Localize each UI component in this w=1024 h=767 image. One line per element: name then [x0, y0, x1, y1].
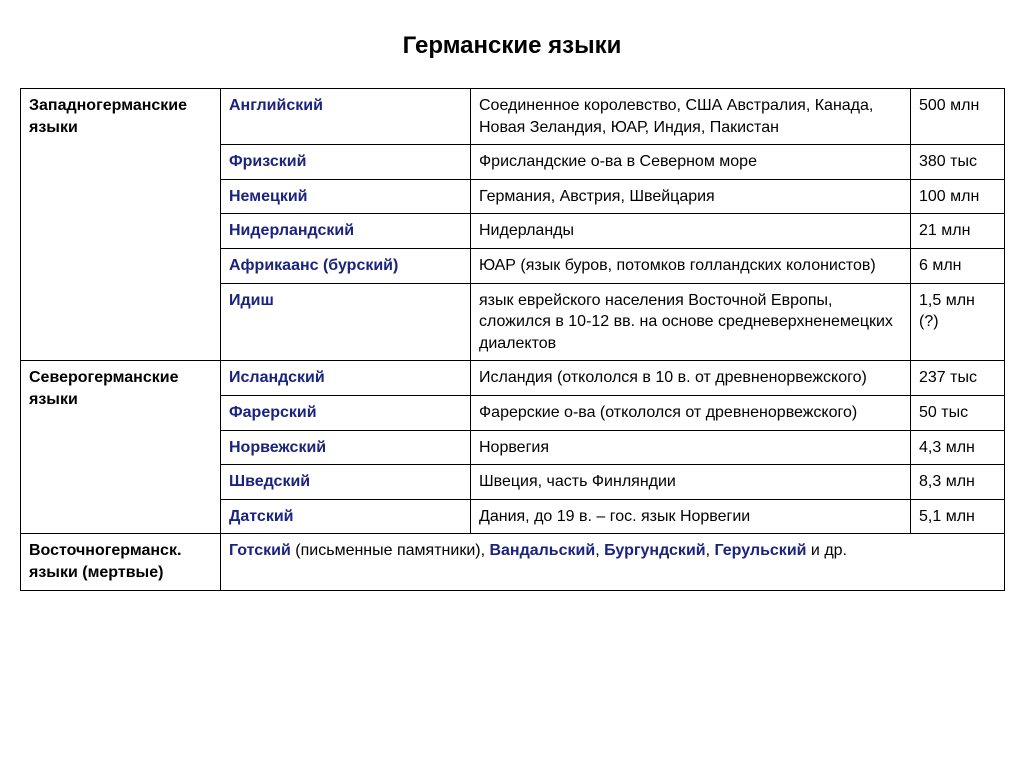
language-desc: Соединенное королевство, США Австралия, … [471, 89, 911, 145]
language-speakers: 500 млн [911, 89, 1005, 145]
language-name: Шведский [221, 465, 471, 500]
language-desc: Фрисландские о-ва в Северном море [471, 145, 911, 180]
language-speakers: 4,3 млн [911, 430, 1005, 465]
language-name: Герульский [715, 542, 807, 559]
language-name: Фарерский [221, 395, 471, 430]
language-name: Африкаанс (бурский) [221, 248, 471, 283]
language-desc: Швеция, часть Финляндии [471, 465, 911, 500]
table-row: Северогерманские языкиИсландскийИсландия… [21, 361, 1005, 396]
language-name: Немецкий [221, 179, 471, 214]
text-fragment: , [595, 542, 604, 559]
language-name: Идиш [221, 283, 471, 361]
language-desc: ЮАР (язык буров, потомков голландских ко… [471, 248, 911, 283]
language-speakers: 50 тыс [911, 395, 1005, 430]
languages-table: Западногерманские языкиАнглийскийСоедине… [20, 88, 1005, 591]
language-desc: Фарерские о-ва (откололся от древненорве… [471, 395, 911, 430]
language-speakers: 21 млн [911, 214, 1005, 249]
language-name: Английский [221, 89, 471, 145]
language-name: Норвежский [221, 430, 471, 465]
dead-languages-cell: Готский (письменные памятники), Вандальс… [221, 534, 1005, 590]
language-name: Фризский [221, 145, 471, 180]
text-fragment: (письменные памятники), [291, 542, 490, 559]
language-desc: Норвегия [471, 430, 911, 465]
language-speakers: 8,3 млн [911, 465, 1005, 500]
language-desc: Дания, до 19 в. – гос. язык Норвегии [471, 499, 911, 534]
language-speakers: 237 тыс [911, 361, 1005, 396]
language-name: Вандальский [489, 542, 595, 559]
language-name: Бургундский [604, 542, 706, 559]
language-desc: Нидерланды [471, 214, 911, 249]
group-label: Северогерманские языки [21, 361, 221, 534]
language-speakers: 380 тыс [911, 145, 1005, 180]
table-row: Западногерманские языкиАнглийскийСоедине… [21, 89, 1005, 145]
language-name: Исландский [221, 361, 471, 396]
group-label: Западногерманские языки [21, 89, 221, 361]
language-speakers: 5,1 млн [911, 499, 1005, 534]
language-name: Датский [221, 499, 471, 534]
language-speakers: 1,5 млн (?) [911, 283, 1005, 361]
language-speakers: 100 млн [911, 179, 1005, 214]
language-desc: язык еврейского населения Восточной Евро… [471, 283, 911, 361]
text-fragment: и др. [806, 542, 847, 559]
group-label: Восточногерманск. языки (мертвые) [21, 534, 221, 590]
language-desc: Исландия (откололся в 10 в. от древненор… [471, 361, 911, 396]
language-speakers: 6 млн [911, 248, 1005, 283]
page-title: Германские языки [20, 32, 1004, 60]
language-name: Готский [229, 542, 291, 559]
table-row: Восточногерманск. языки (мертвые)Готский… [21, 534, 1005, 590]
text-fragment: , [706, 542, 715, 559]
language-name: Нидерландский [221, 214, 471, 249]
language-desc: Германия, Австрия, Швейцария [471, 179, 911, 214]
